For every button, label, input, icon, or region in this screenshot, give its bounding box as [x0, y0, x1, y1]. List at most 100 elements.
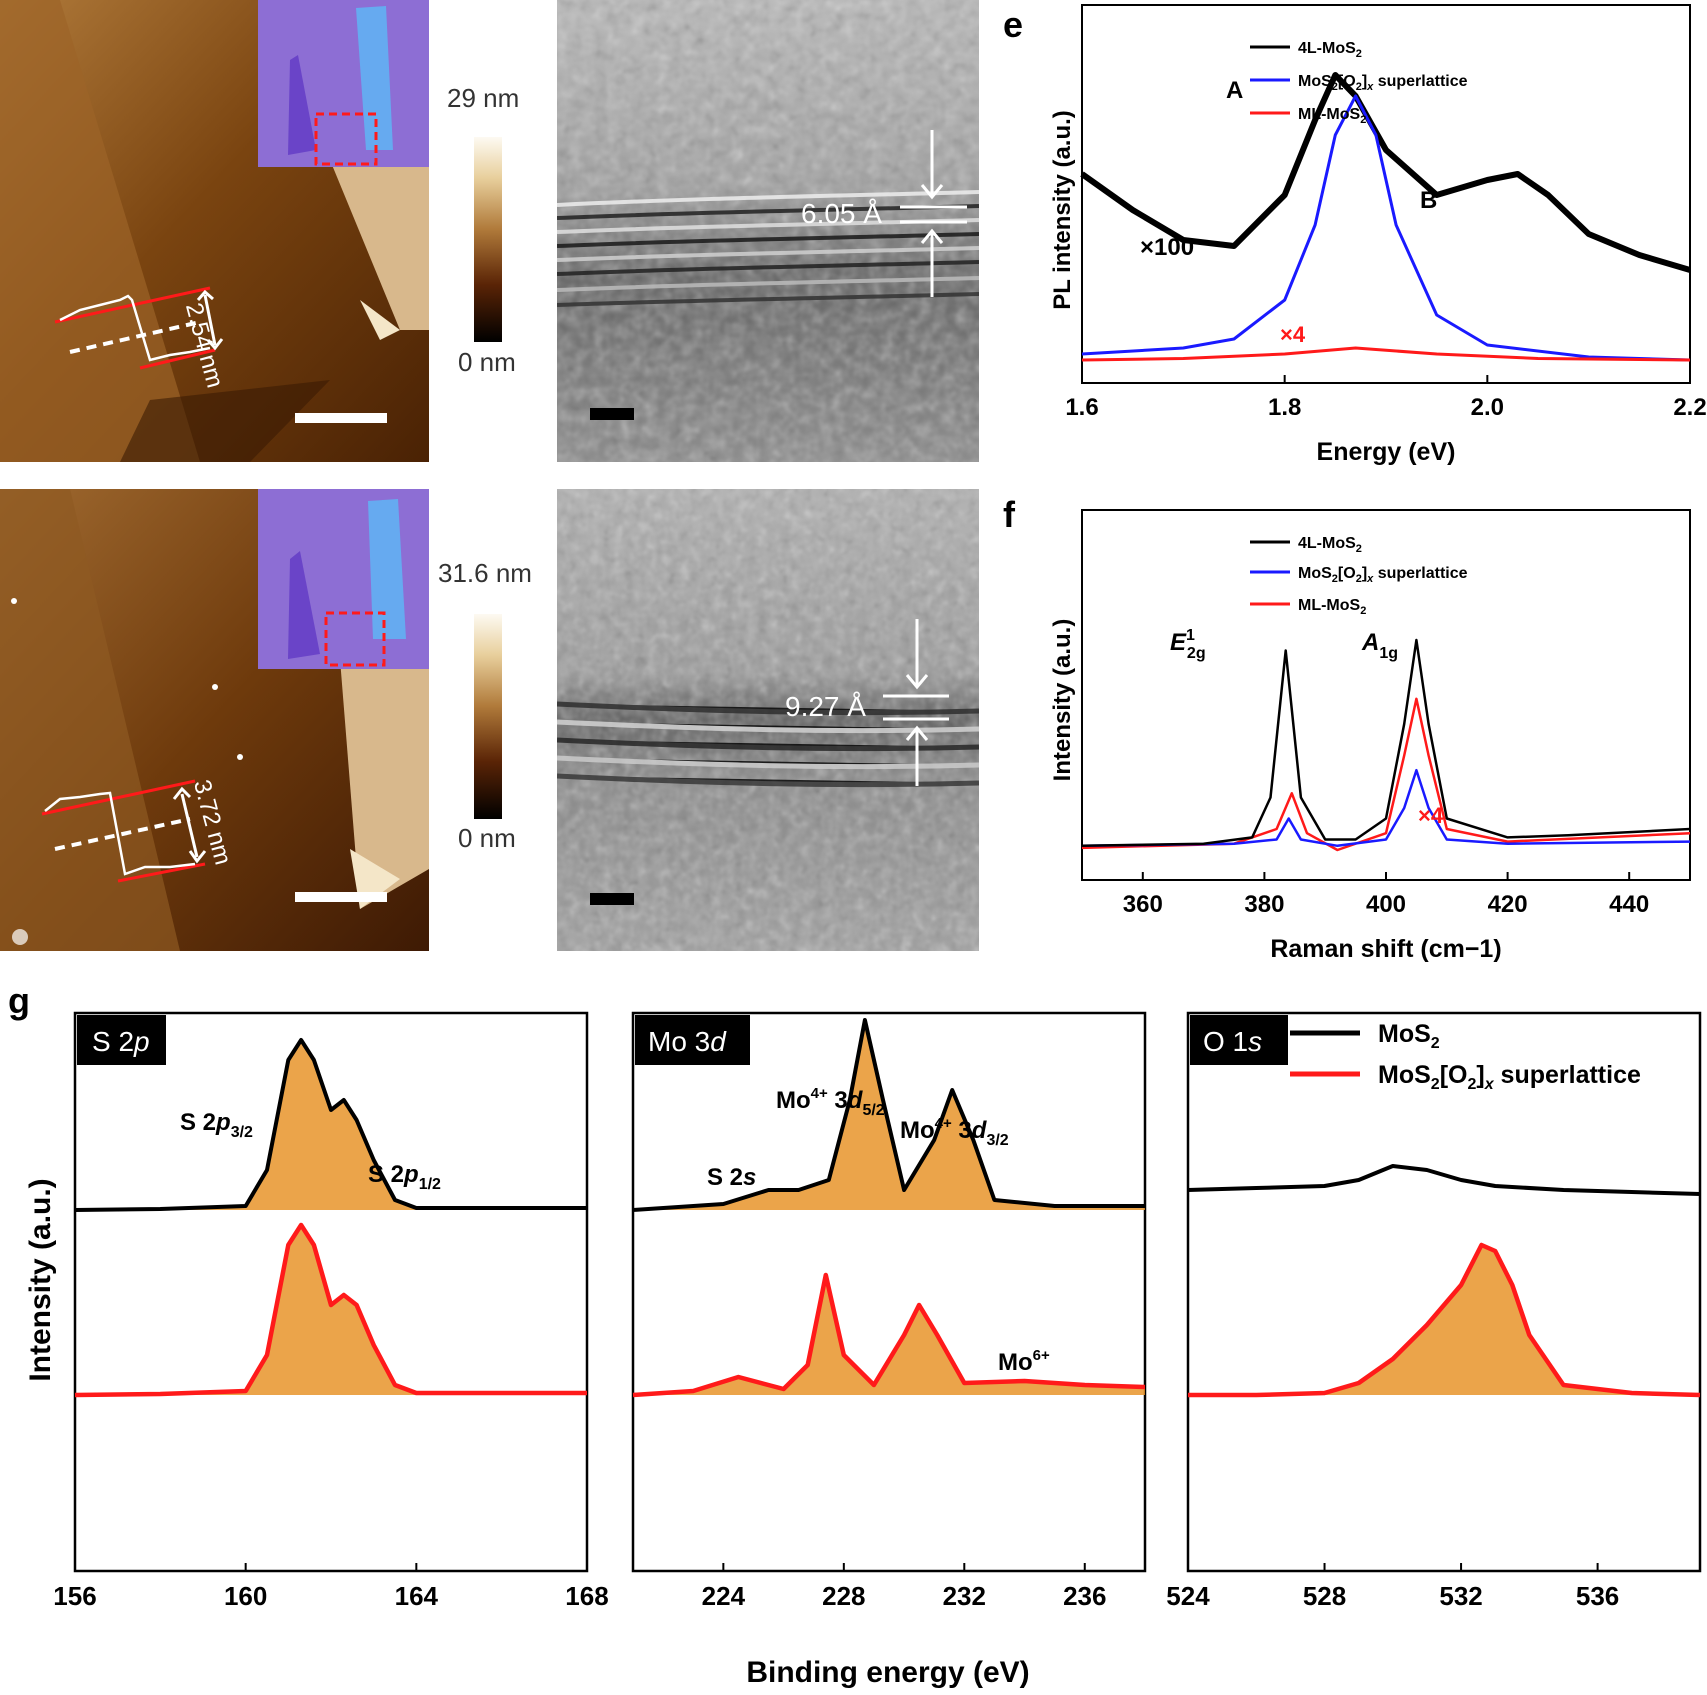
- chart-g3-tick-label: 524: [1166, 1581, 1210, 1611]
- chart-g3-frame: [1186, 1011, 1702, 1573]
- chart-e-peak-B: B: [1420, 187, 1437, 214]
- chart-f-legend-3: ML-MoS2: [1298, 597, 1366, 617]
- chart-e-tick-label: 1.8: [1268, 394, 1301, 421]
- g2-series-1-fill: [633, 1275, 1145, 1395]
- chart-g3-legend-2: MoS2[O2]x superlattice: [1378, 1061, 1641, 1093]
- panel-label-e: e: [1003, 4, 1024, 45]
- arrow-shaft-b: [180, 793, 199, 858]
- chart-e-legend-2: MoS2[O2]x superlattice: [1298, 73, 1468, 93]
- g1-series-1-fill: [75, 1225, 587, 1395]
- chart-f-ticks: 360 380 400 420 440: [1123, 872, 1649, 918]
- afm-profile-b: [41, 779, 387, 902]
- optical-inset-b: [258, 489, 429, 669]
- chart-f-peak-A: A1g: [1361, 629, 1398, 662]
- colorbar-b-min: 0 nm: [458, 823, 516, 853]
- chart-e: 1.6 1.8 2.0 2.2 4L-MoS2 MoS2[O2]x superlatt…: [1049, 4, 1707, 466]
- chart-g2-tag-bg: [635, 1015, 750, 1065]
- chart-g1-tick-label: 160: [224, 1581, 267, 1611]
- afm-image-a: 2.54 nm: [0, 0, 429, 462]
- chart-f-tick-label: 420: [1488, 891, 1528, 918]
- chart-e-tick-label: 1.6: [1065, 394, 1098, 421]
- panel-label-g: g: [8, 980, 30, 1021]
- chart-f-tick-label: 360: [1123, 891, 1163, 918]
- afm-image-b: 3.72 nm: [0, 489, 429, 951]
- chart-g3-tag: O 1s: [1203, 1026, 1262, 1057]
- arrow-head-bottom-a: [206, 338, 224, 351]
- e-series-1: [1081, 94, 1691, 362]
- chart-f-tick-label: 380: [1244, 891, 1284, 918]
- colorbar-b: [474, 614, 502, 819]
- chart-e-legend-3: ML-MoS2: [1298, 106, 1366, 126]
- colorbar-a-max: 29 nm: [447, 83, 520, 113]
- g3-series-1: [1188, 1242, 1701, 1398]
- scale-bar-b: [295, 892, 387, 902]
- profile-trace-b: [44, 791, 196, 876]
- optical-inset-b-graphic: [288, 499, 406, 667]
- tem-image-c: 6.05 Å: [557, 0, 979, 462]
- afm-image-b-graphic: [0, 489, 429, 951]
- colorbar-a-min: 0 nm: [458, 347, 516, 377]
- tem-image-c-graphic: [557, 0, 979, 462]
- profile-trace-a: [59, 294, 211, 362]
- chart-g2-tick-label: 224: [702, 1581, 746, 1611]
- chart-e-frame: [1081, 4, 1691, 384]
- scale-bar-a: [295, 413, 387, 423]
- red-line-bottom-b: [117, 862, 206, 883]
- chart-g1-frame: [73, 1011, 589, 1573]
- chart-f-peak-E: E1 2g: [1170, 627, 1206, 662]
- red-line-bottom-a: [139, 348, 216, 370]
- chart-f-ylabel: Intensity (a.u.): [1049, 619, 1076, 782]
- arrow-shaft-a: [203, 294, 217, 346]
- arrow-head-top-b: [172, 786, 192, 800]
- chart-g2-tick-label: 236: [1063, 1581, 1106, 1611]
- chart-g-ticks: 156 160 164 168 224 228 232 236 524 528 532 536: [53, 1563, 1619, 1611]
- arrow-head-top-a: [196, 289, 214, 301]
- chart-g2-label-s2s: S 2s: [707, 1164, 756, 1191]
- chart-g2-tick-label: 232: [943, 1581, 986, 1611]
- chart-g3-tick-label: 536: [1576, 1581, 1619, 1611]
- chart-e-tick-label: 2.0: [1471, 394, 1504, 421]
- chart-e-x100: ×100: [1140, 234, 1194, 261]
- afm-profile-a: [54, 286, 387, 423]
- chart-g2-frame: [631, 1011, 1147, 1573]
- g2-series-0-fill: [633, 1020, 1145, 1210]
- chart-e-x4: ×4: [1280, 322, 1306, 347]
- chart-e-tick-label: 2.2: [1673, 394, 1706, 421]
- chart-e-xlabel: Energy (eV): [1317, 438, 1456, 466]
- dashed-line-b: [54, 817, 191, 851]
- chart-g3-tag-bg: [1190, 1015, 1288, 1065]
- tem-image-d: 9.27 Å: [557, 489, 979, 951]
- arrow-head-bottom-b: [188, 850, 207, 864]
- chart-g3-tick-label: 528: [1303, 1581, 1346, 1611]
- g3-series-1-fill: [1188, 1245, 1700, 1395]
- chart-g1-tick-label: 156: [53, 1581, 96, 1611]
- chart-f-legend-2: MoS2[O2]x superlattice: [1298, 565, 1468, 585]
- chart-g1-tag-bg: [77, 1015, 166, 1065]
- chart-g2-tick-label: 228: [822, 1581, 865, 1611]
- chart-g3-tick-label: 532: [1439, 1581, 1482, 1611]
- chart-g1-label-p12: S 2p1/2: [368, 1161, 441, 1193]
- chart-g2-label-mo32: Mo4+ 3d3/2: [900, 1115, 1009, 1149]
- red-line-top-b: [41, 779, 196, 816]
- chart-e-peak-A: A: [1226, 77, 1243, 104]
- g3-series-0: [1187, 1164, 1701, 1196]
- chart-g1-label-p32: S 2p3/2: [180, 1109, 253, 1141]
- chart-g1-tick-label: 168: [565, 1581, 608, 1611]
- chart-g3-legend-1: MoS2: [1378, 1020, 1440, 1052]
- chart-f-tick-label: 440: [1609, 891, 1649, 918]
- optical-inset-a: [258, 0, 429, 167]
- scale-bar-c: [590, 408, 634, 420]
- chart-e-ticks: 1.6 1.8 2.0 2.2: [1065, 375, 1707, 421]
- chart-e-ylabel: PL intensity (a.u.): [1049, 110, 1076, 310]
- panel-label-f: f: [1003, 494, 1015, 535]
- lattice-spacing-d: 9.27 Å: [785, 691, 866, 722]
- chart-f: 360 380 400 420 440 4L-MoS2 MoS2[O2]x superl…: [1049, 509, 1691, 963]
- dashed-line-a: [69, 320, 201, 354]
- chart-g-series: [74, 1018, 1701, 1398]
- chart-g: S 2p Mo 3d O 1s 156 160 164 168 224 228 232 236…: [24, 1011, 1702, 1689]
- chart-f-x4: ×4: [1418, 803, 1444, 828]
- chart-g2-tag: Mo 3d: [648, 1026, 727, 1057]
- chart-f-legend-1: 4L-MoS2: [1298, 535, 1362, 555]
- g1-series-0-fill: [75, 1040, 587, 1210]
- chart-e-series: [1080, 72, 1691, 362]
